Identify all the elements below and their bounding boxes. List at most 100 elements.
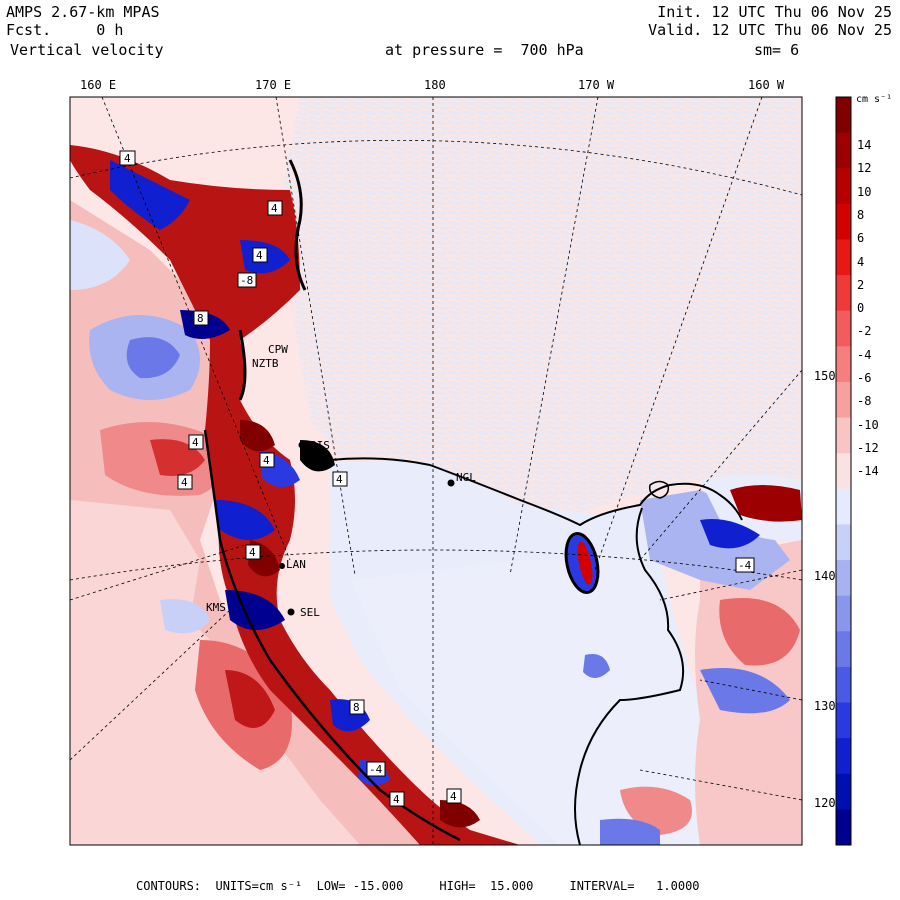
colorbar-swatch [836,381,851,419]
island-outline [648,480,670,499]
station-kms: KMS [206,601,226,614]
contour-label: 4 [119,150,136,166]
colorbar-tick-label: 2 [857,277,865,292]
contour-label: 4 [252,247,268,263]
ocean-speckle-field [280,97,802,520]
colorbar-tick-label: 8 [857,207,865,222]
contour-label: -8 [237,272,257,288]
mid-blue-patch [583,654,610,679]
colorbar [835,96,852,846]
colorbar-swatch [836,132,851,169]
station-dot-ngl [447,479,455,487]
station-sel: SEL [300,606,320,619]
colorbar-swatch [836,488,851,525]
colorbar-tick-label: 14 [857,138,872,152]
station-cpw: CPW [268,343,288,356]
colorbar-tick-label: -8 [857,394,872,409]
colorbar-swatch [836,738,851,775]
colorbar-tick-label: -4 [857,347,872,362]
svg-text:4: 4 [263,454,270,467]
contour-label: 4 [245,544,261,560]
svg-text:4: 4 [450,790,457,803]
colorbar-swatch [836,524,851,561]
colorbar-swatch [836,560,851,597]
pressure-level: at pressure = 700 hPa [385,41,584,59]
colorbar-tick-label: -6 [857,371,872,385]
colorbar-swatch [836,97,851,134]
colorbar-swatch [836,239,851,276]
east-coast-band [730,485,802,522]
svg-text:4: 4 [124,152,131,165]
lon-label-180: 180 [424,78,446,92]
station-markers: BIS NGL CPW NZTB LAN SEL KMS [206,343,476,619]
field-name: Vertical velocity [10,41,164,59]
colorbar-swatch [836,631,851,668]
colorbar-tick-label: 0 [857,301,865,316]
contour-info: CONTOURS: UNITS=cm s⁻¹ LOW= -15.000 HIGH… [136,879,700,893]
colorbar-swatch [836,417,851,454]
contour-label: 4 [267,200,283,216]
east-negative-patch [700,668,790,714]
colorbar-swatch [836,595,851,632]
contour-label: 4 [188,434,204,450]
station-lan: LAN [286,558,306,571]
svg-text:4: 4 [181,476,188,489]
svg-text:-4: -4 [738,559,752,572]
svg-text:4: 4 [192,436,199,449]
lon-label-160w: 160 W [748,78,785,92]
colorbar-swatch [836,346,851,383]
svg-text:4: 4 [256,249,263,262]
colorbar-swatch [836,453,851,490]
station-dot-sel [287,608,295,616]
colorbar-tick-label: 6 [857,231,865,246]
colorbar-tick-label: 4 [857,254,865,269]
colorbar-tick-label: -12 [857,440,879,455]
svg-text:4: 4 [249,546,256,559]
colorbar-tick-label: 10 [857,184,872,199]
colorbar-swatch [836,666,851,704]
southwest-positive-core [225,670,275,728]
contour-label: 4 [177,474,193,490]
colorbar-tick-label: 12 [857,161,872,176]
contour-label: -4 [735,557,755,573]
svg-text:8: 8 [197,312,204,325]
contour-label: 4 [259,452,275,468]
contour-label: 8 [193,310,209,326]
lens-feature-core [577,541,593,585]
colorbar-frame [835,96,852,846]
smoothing: sm= 6 [754,41,800,59]
ice-shelf-speckle [350,560,760,845]
station-dot-lan [279,563,285,569]
east-south-blue [600,818,660,845]
colorbar-tick-label: -10 [857,417,879,432]
svg-text:8: 8 [353,701,360,714]
contour-labels: 4 4 4 -8 8 4 4 4 4 8 -4 4 -4 4 4 [119,150,755,807]
contour-label: 4 [332,471,348,487]
station-bis: BIS [310,439,330,452]
station-ngl: NGL [456,471,476,484]
west-light-blue [70,220,130,290]
svg-text:-8: -8 [240,274,253,287]
colorbar-swatch [836,168,851,205]
east-coast-band-blue [700,519,760,549]
colorbar-tick-label: -14 [857,464,879,479]
east-positive-patch [719,598,800,666]
svg-text:4: 4 [393,793,400,806]
colorbar-tick-label: -2 [857,324,872,339]
colorbar-swatch [836,310,851,347]
svg-text:4: 4 [271,202,278,215]
colorbar-unit: cm s⁻¹ [856,94,893,105]
west-negative-core [126,337,180,379]
colorbar-swatch [836,203,851,240]
station-dot-bis [298,441,306,449]
graticule [70,97,802,845]
colorbar-swatch [836,702,851,739]
model-title: AMPS 2.67-km MPAS [6,3,160,21]
valid-time: Valid. 12 UTC Thu 06 Nov 25 [648,21,892,39]
contour-label: -4 [366,761,386,777]
lon-label-170e: 170 E [255,78,292,92]
svg-text:-4: -4 [369,763,383,776]
contour-label: 4 [389,791,405,807]
svg-text:4: 4 [336,473,343,486]
